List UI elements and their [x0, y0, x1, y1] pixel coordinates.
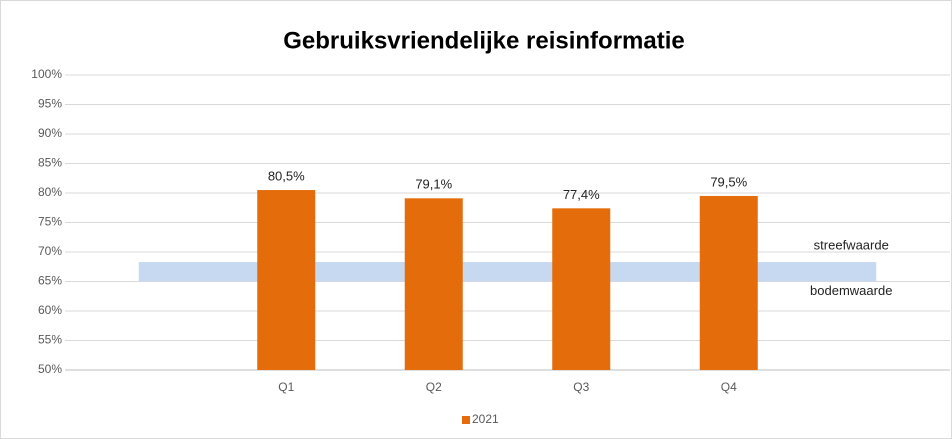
y-tick-label: 65% [38, 274, 62, 288]
y-tick-label: 75% [38, 215, 62, 229]
bar [699, 195, 758, 370]
y-tick-label: 50% [38, 362, 62, 376]
legend-swatch [462, 416, 470, 424]
data-label: 80,5% [268, 168, 305, 183]
y-tick-label: 70% [38, 244, 62, 258]
y-tick-label: 80% [38, 185, 62, 199]
y-tick-label: 60% [38, 303, 62, 317]
annotation: bodemwaarde [810, 283, 892, 298]
x-tick-label: Q2 [426, 380, 442, 394]
x-tick-label: Q3 [573, 380, 589, 394]
data-label: 79,1% [415, 177, 452, 192]
bar [552, 208, 611, 370]
legend-label: 2021 [472, 412, 499, 426]
x-tick-label: Q4 [721, 380, 737, 394]
y-tick-label: 85% [38, 156, 62, 170]
chart-title: Gebruiksvriendelijke reisinformatie [283, 27, 685, 54]
y-tick-label: 95% [38, 97, 62, 111]
annotation: streefwaarde [814, 237, 889, 252]
bar [257, 190, 316, 370]
x-tick-label: Q1 [278, 380, 294, 394]
y-tick-label: 100% [31, 67, 62, 81]
data-label: 79,5% [710, 174, 747, 189]
data-label: 77,4% [563, 187, 600, 202]
bar [404, 198, 463, 370]
target-band [138, 262, 877, 282]
y-tick-label: 90% [38, 126, 62, 140]
y-tick-label: 55% [38, 333, 62, 347]
